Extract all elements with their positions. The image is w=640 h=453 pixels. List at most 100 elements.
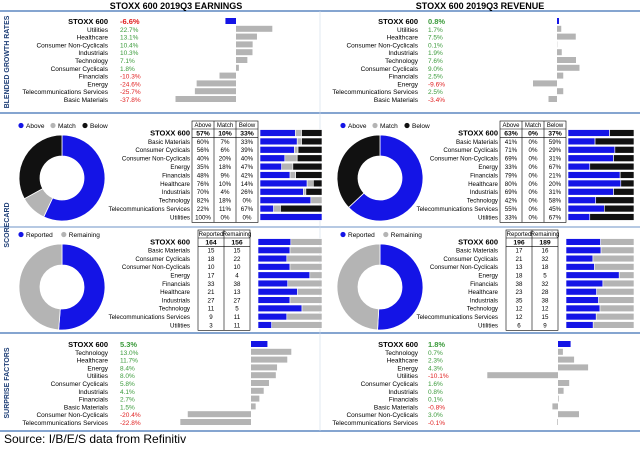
legend-label: Reported xyxy=(26,232,53,239)
stacked-bar-segment xyxy=(257,271,311,279)
value-label: 9.0% xyxy=(428,66,443,73)
table-cell: 15 xyxy=(542,314,549,321)
table-cell: 0% xyxy=(528,130,538,137)
stacked-bar-segment xyxy=(294,146,299,154)
table-cell: 13 xyxy=(516,264,523,271)
category-label: Basic Materials xyxy=(64,404,109,411)
category-label: Financials xyxy=(79,74,109,81)
donut-slice xyxy=(43,134,106,222)
stacked-bar-segment xyxy=(257,263,291,271)
table-cell: 70% xyxy=(197,189,210,196)
bar xyxy=(180,419,251,425)
donut-slice xyxy=(348,134,424,222)
table-header: Remaining xyxy=(223,232,252,238)
stacked-bar-segment xyxy=(567,204,605,213)
stacked-bar-segment xyxy=(620,179,635,188)
table-cell: 28 xyxy=(542,289,549,296)
stacked-bar-segment xyxy=(565,304,601,312)
stacked-bar-segment xyxy=(592,321,635,329)
table-row-label: Healthcare xyxy=(468,181,498,188)
stacked-bar-segment xyxy=(594,137,635,146)
table-cell: 33% xyxy=(505,164,518,171)
table-cell: 48% xyxy=(197,172,210,179)
bar xyxy=(557,72,564,79)
stacked-bar-segment xyxy=(618,271,635,279)
stacked-bar-segment xyxy=(592,254,635,263)
table-cell: 156 xyxy=(231,239,243,246)
stacked-bar-segment xyxy=(296,137,302,146)
value-label: 10.3% xyxy=(120,50,139,57)
value-label: -0.1% xyxy=(428,420,445,427)
value-label: 7.1% xyxy=(120,58,135,65)
table-cell: 100% xyxy=(195,214,211,221)
table-row-label: Utilities xyxy=(478,214,498,221)
legend-label: Above xyxy=(348,123,367,130)
legend-marker xyxy=(50,122,56,129)
bar xyxy=(557,18,559,24)
stacked-bar-segment xyxy=(609,129,635,137)
table-row-label: Healthcare xyxy=(160,181,190,188)
table-cell: 21 xyxy=(208,289,215,296)
category-label: Basic Materials xyxy=(374,404,419,411)
table-header: Above xyxy=(194,123,212,129)
table-cell: 47% xyxy=(241,164,254,171)
stacked-bar-segment xyxy=(303,188,307,196)
table-cell: 31% xyxy=(549,156,562,163)
table-header: Reported xyxy=(507,232,532,238)
table-cell: 67% xyxy=(549,214,562,221)
revenue-title: STOXX 600 2019Q3 REVENUE xyxy=(416,1,544,11)
table-cell: 59% xyxy=(549,139,562,146)
category-label: STOXX 600 xyxy=(68,17,108,26)
category-label: STOXX 600 xyxy=(68,340,108,349)
table-row-label: Telecommunications Services xyxy=(109,314,191,321)
donut-slice xyxy=(18,243,63,331)
table-cell: 42% xyxy=(241,172,254,179)
table-cell: 26% xyxy=(241,189,254,196)
stacked-bar-segment xyxy=(567,162,591,171)
stacked-bar-segment xyxy=(599,304,635,312)
stacked-bar-segment xyxy=(257,279,289,288)
value-label: -0.8% xyxy=(428,404,445,411)
stacked-bar-segment xyxy=(301,137,323,146)
table-cell: 79% xyxy=(505,172,518,179)
value-label: 22.7% xyxy=(120,27,139,34)
bar xyxy=(196,80,236,87)
bar xyxy=(558,395,559,402)
table-cell: 67% xyxy=(241,206,254,213)
category-label: Basic Materials xyxy=(64,97,109,104)
table-header: Match xyxy=(525,123,541,129)
value-label: 2.7% xyxy=(120,397,135,404)
table-row-label: Telecommunications Services xyxy=(109,206,191,213)
table-cell: 20% xyxy=(549,181,562,188)
bar xyxy=(558,348,563,355)
table-cell: 0% xyxy=(221,214,230,221)
category-label: Basic Materials xyxy=(374,97,419,104)
section-label-surprise: SURPRISE FACTORS xyxy=(4,347,11,418)
table-row-label: Consumer Cyclicals xyxy=(443,147,498,154)
table-total-label: STOXX 600 xyxy=(458,237,498,246)
table-cell: 21% xyxy=(549,172,562,179)
stacked-bar-segment xyxy=(290,238,323,246)
table-cell: 35 xyxy=(516,297,523,304)
table-cell: 3 xyxy=(209,322,213,329)
value-label: 7.5% xyxy=(428,35,443,42)
stacked-bar-segment xyxy=(295,171,323,179)
legend-label: Reported xyxy=(348,232,375,239)
donut-slice xyxy=(58,243,106,331)
value-label: 0.1% xyxy=(428,397,443,404)
category-label: Financials xyxy=(79,397,109,404)
bar xyxy=(251,341,268,347)
table-cell: 0% xyxy=(529,214,538,221)
table-cell: 58% xyxy=(549,198,562,205)
table-row-label: Energy xyxy=(478,164,499,171)
value-label: 4.3% xyxy=(428,365,443,372)
stacked-bar-segment xyxy=(259,188,304,196)
stacked-bar-segment xyxy=(257,246,291,254)
table-total-label: STOXX 600 xyxy=(150,237,190,246)
legend-marker xyxy=(82,122,88,129)
table-cell: 13 xyxy=(234,289,241,296)
category-label: STOXX 600 xyxy=(378,17,418,26)
bar xyxy=(558,364,589,371)
category-label: Telecommunications Services xyxy=(332,89,418,96)
stacked-bar-segment xyxy=(565,288,597,296)
